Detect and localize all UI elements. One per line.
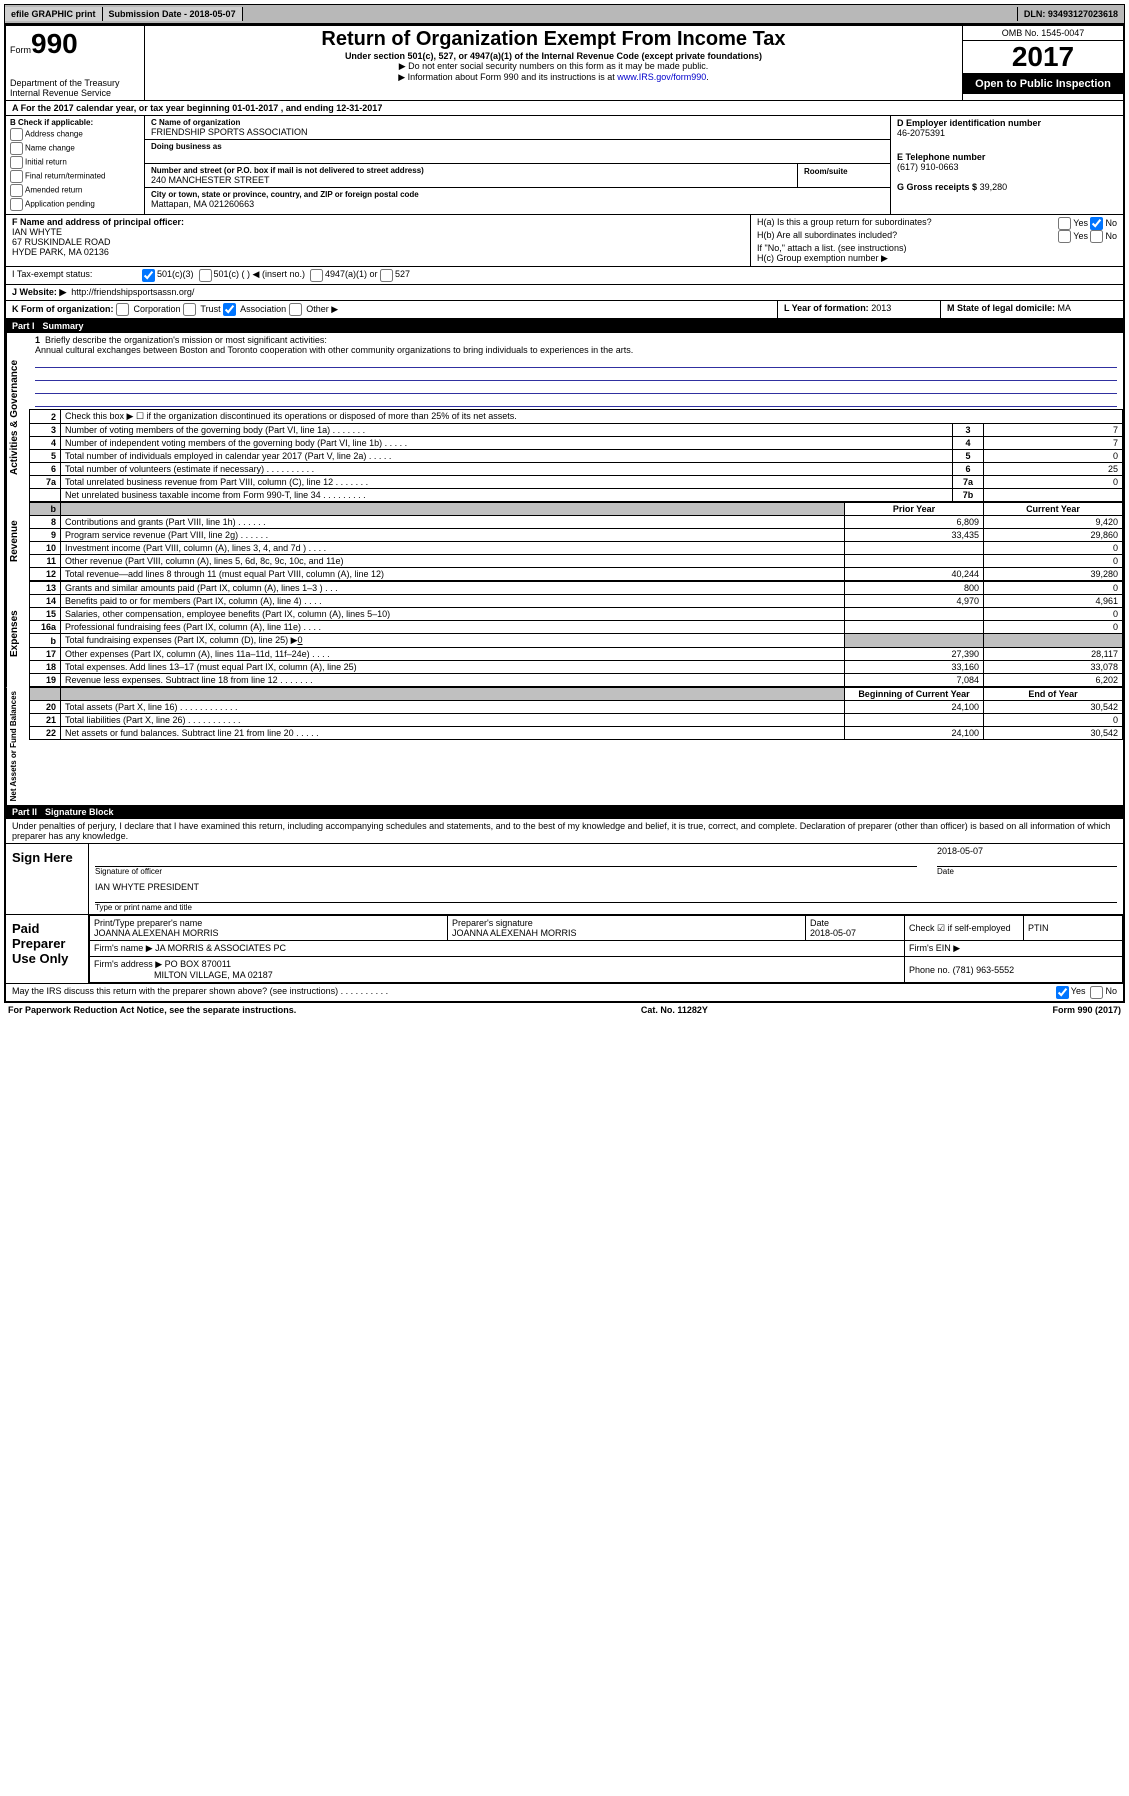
declaration: Under penalties of perjury, I declare th… <box>6 819 1123 843</box>
k-other[interactable] <box>289 303 302 316</box>
top-toolbar: efile GRAPHIC print Submission Date - 20… <box>4 4 1125 24</box>
na-label: Net Assets or Fund Balances <box>6 687 29 805</box>
sign-here-row: Sign Here Signature of officer 2018-05-0… <box>6 843 1123 914</box>
org-name: FRIENDSHIP SPORTS ASSOCIATION <box>151 127 884 137</box>
ein: 46-2075391 <box>897 128 1117 138</box>
form-title: Return of Organization Exempt From Incom… <box>153 28 954 51</box>
expenses-section: Expenses 13Grants and similar amounts pa… <box>6 581 1123 687</box>
note-1: ▶ Do not enter social security numbers o… <box>153 61 954 72</box>
bcde-row: B Check if applicable: Address change Na… <box>6 116 1123 215</box>
hb-yes[interactable] <box>1058 230 1071 243</box>
k-corp[interactable] <box>116 303 129 316</box>
b-checkboxes: B Check if applicable: Address change Na… <box>6 116 145 214</box>
ag-label: Activities & Governance <box>6 333 29 502</box>
exp-label: Expenses <box>6 581 29 687</box>
activities-governance: Activities & Governance 1 Briefly descri… <box>6 333 1123 502</box>
header: Form990 Department of the Treasury Inter… <box>6 26 1123 101</box>
f-block: F Name and address of principal officer:… <box>6 215 751 266</box>
cb-address-change[interactable]: Address change <box>10 128 140 141</box>
form-number-box: Form990 Department of the Treasury Inter… <box>6 26 145 100</box>
hb-no[interactable] <box>1090 230 1103 243</box>
form-container: Form990 Department of the Treasury Inter… <box>4 24 1125 1003</box>
title-area: Return of Organization Exempt From Incom… <box>145 26 962 100</box>
cb-name-change[interactable]: Name change <box>10 142 140 155</box>
submission-date: Submission Date - 2018-05-07 <box>103 7 243 21</box>
gross-receipts: 39,280 <box>980 182 1008 192</box>
part-2-header: Part II Signature Block <box>6 805 1123 819</box>
revenue-table: bPrior YearCurrent Year 8Contributions a… <box>29 502 1123 581</box>
website: http://friendshipsportsassn.org/ <box>71 287 194 298</box>
telephone: (617) 910-0663 <box>897 162 1117 172</box>
omb: OMB No. 1545-0047 <box>963 26 1123 41</box>
efile-label[interactable]: efile GRAPHIC print <box>5 7 103 21</box>
open-to-public: Open to Public Inspection <box>963 74 1123 94</box>
i-501c[interactable] <box>199 269 212 282</box>
i-501c3[interactable] <box>142 269 155 282</box>
k-trust[interactable] <box>183 303 196 316</box>
expenses-table: 13Grants and similar amounts paid (Part … <box>29 581 1123 687</box>
dln: DLN: 93493127023618 <box>1017 7 1124 21</box>
tax-year: 2017 <box>963 41 1123 74</box>
i-4947[interactable] <box>310 269 323 282</box>
dept-label: Department of the Treasury Internal Reve… <box>10 78 140 98</box>
a-line: A For the 2017 calendar year, or tax yea… <box>6 101 1123 116</box>
form-990: 990 <box>31 28 78 59</box>
irs-link[interactable]: www.IRS.gov/form990 <box>617 72 706 82</box>
mission: Annual cultural exchanges between Boston… <box>35 345 633 355</box>
paid-preparer: Paid Preparer Use Only <box>6 915 89 983</box>
cb-initial-return[interactable]: Initial return <box>10 156 140 169</box>
c-block: C Name of organization FRIENDSHIP SPORTS… <box>145 116 891 214</box>
revenue-section: Revenue bPrior YearCurrent Year 8Contrib… <box>6 502 1123 581</box>
street: 240 MANCHESTER STREET <box>151 175 791 185</box>
h-block: H(a) Is this a group return for subordin… <box>751 215 1123 266</box>
i-527[interactable] <box>380 269 393 282</box>
net-assets-section: Net Assets or Fund Balances Beginning of… <box>6 687 1123 805</box>
sign-here: Sign Here <box>6 844 89 914</box>
net-assets-table: Beginning of Current YearEnd of Year 20T… <box>29 687 1123 740</box>
cb-app-pending[interactable]: Application pending <box>10 198 140 211</box>
i-row: I Tax-exempt status: 501(c)(3) 501(c) ( … <box>6 267 1123 285</box>
discuss-row: May the IRS discuss this return with the… <box>6 983 1123 1001</box>
j-row: J Website: ▶ http://friendshipsportsassn… <box>6 285 1123 301</box>
footer: For Paperwork Reduction Act Notice, see … <box>4 1003 1125 1017</box>
discuss-yes[interactable] <box>1056 986 1069 999</box>
ag-table: 2Check this box ▶ ☐ if the organization … <box>29 409 1123 502</box>
klm-row: K Form of organization: Corporation Trus… <box>6 301 1123 319</box>
note-2: ▶ Information about Form 990 and its ins… <box>153 72 954 83</box>
city-state-zip: Mattapan, MA 021260663 <box>151 199 884 209</box>
subtitle: Under section 501(c), 527, or 4947(a)(1)… <box>153 51 954 61</box>
discuss-no[interactable] <box>1090 986 1103 999</box>
cb-final-return[interactable]: Final return/terminated <box>10 170 140 183</box>
ha-yes[interactable] <box>1058 217 1071 230</box>
right-box: OMB No. 1545-0047 2017 Open to Public In… <box>962 26 1123 100</box>
rev-label: Revenue <box>6 502 29 581</box>
cb-amended[interactable]: Amended return <box>10 184 140 197</box>
ha-no[interactable] <box>1090 217 1103 230</box>
de-col: D Employer identification number 46-2075… <box>891 116 1123 214</box>
paid-preparer-row: Paid Preparer Use Only Print/Type prepar… <box>6 914 1123 983</box>
part-1-header: Part I Summary <box>6 319 1123 333</box>
k-assoc[interactable] <box>223 303 236 316</box>
fh-row: F Name and address of principal officer:… <box>6 215 1123 267</box>
